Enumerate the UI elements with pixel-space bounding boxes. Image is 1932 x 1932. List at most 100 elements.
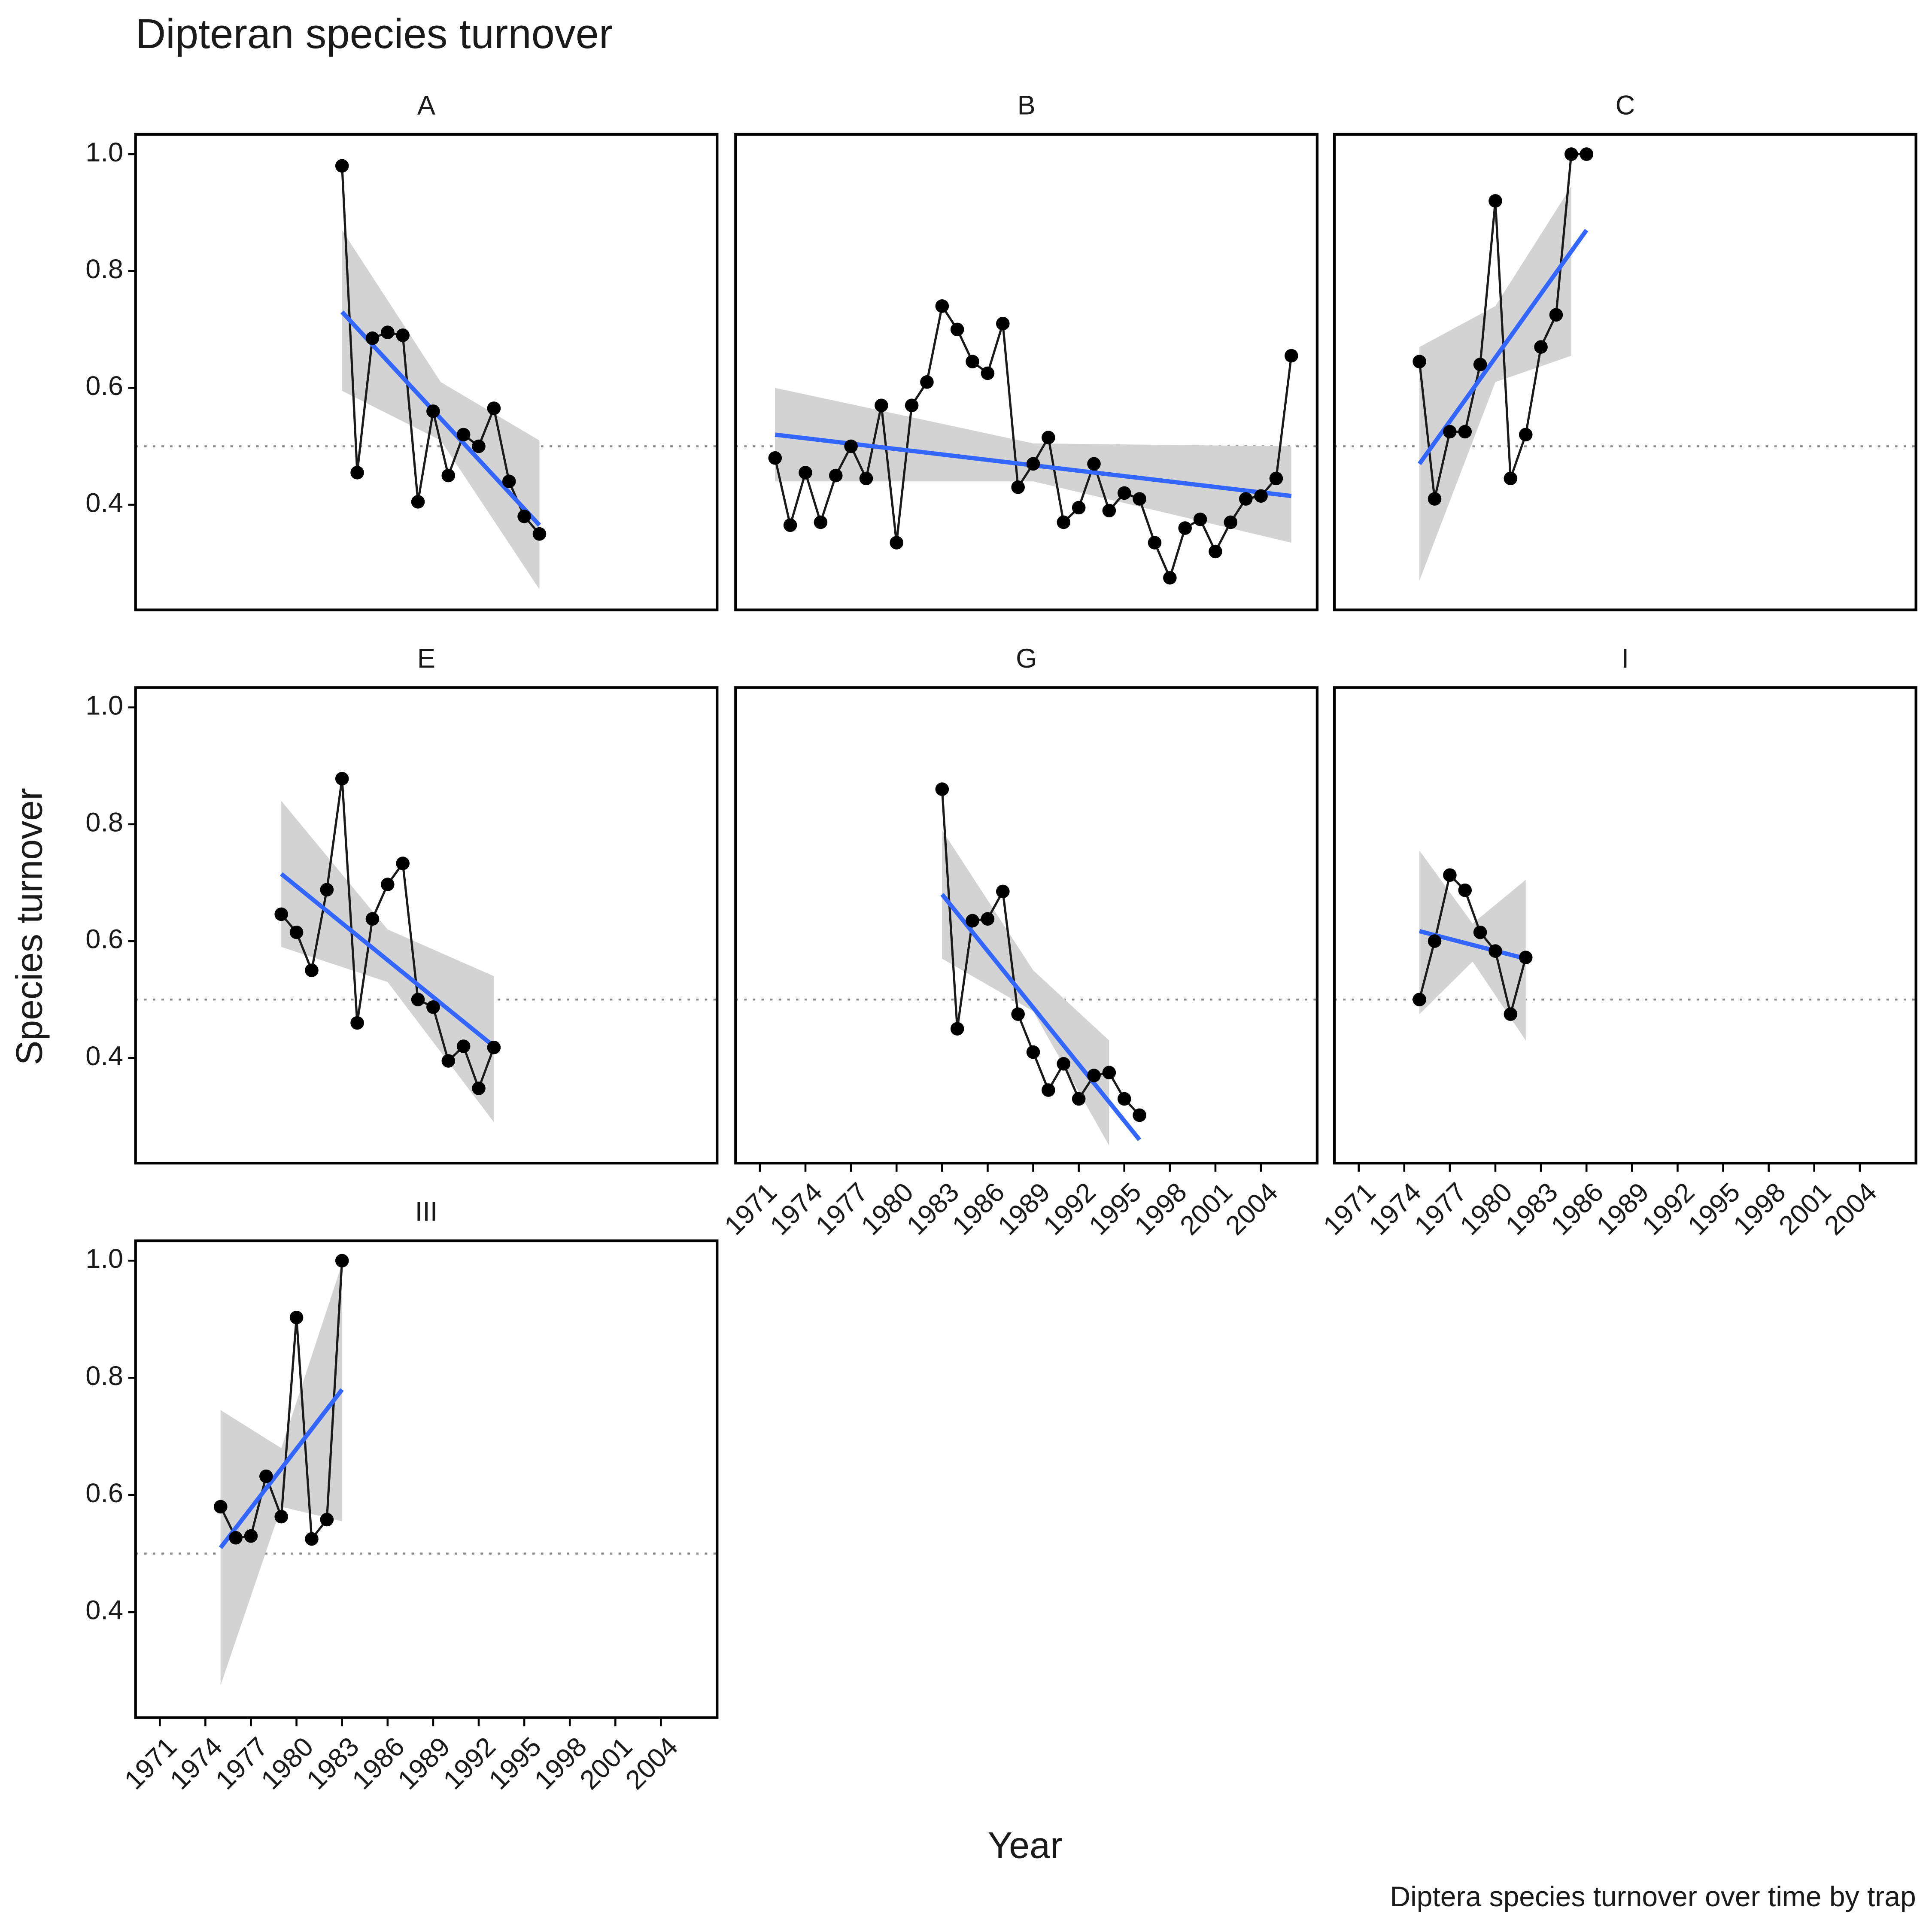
trend-line: [940, 893, 1142, 1141]
panel-title: III: [415, 1197, 438, 1227]
data-point: [335, 772, 349, 786]
confidence-band: [342, 230, 540, 589]
data-point: [950, 322, 964, 337]
y-tick-label: 1.0: [85, 1244, 123, 1274]
data-point: [996, 884, 1010, 899]
data-point: [244, 1529, 258, 1543]
data-point: [966, 914, 979, 928]
data-point: [1285, 349, 1298, 363]
data-point: [935, 299, 949, 313]
x-tick-label: 2004: [1819, 1177, 1883, 1241]
data-point: [305, 1532, 319, 1546]
panel-border: [734, 686, 1319, 1165]
data-point: [1087, 457, 1101, 471]
data-point: [472, 439, 486, 453]
data-point: [456, 428, 471, 442]
data-point: [1011, 1007, 1025, 1021]
data-point: [456, 1039, 471, 1053]
y-tick-label: 0.4: [85, 1595, 123, 1625]
x-tick-label: 1983: [1500, 1177, 1564, 1241]
data-point: [289, 925, 304, 939]
panel: III0.40.60.81.01971197419771980198319861…: [85, 1197, 719, 1795]
panel: C: [1333, 90, 1917, 611]
data-point: [1428, 492, 1442, 506]
data-point: [274, 1510, 289, 1524]
data-point: [320, 883, 334, 897]
data-point: [1458, 883, 1472, 897]
data-point: [1178, 521, 1192, 535]
data-point: [426, 1000, 440, 1014]
panel: G 197119741977198019831986198919921995199…: [719, 644, 1319, 1241]
data-point: [1564, 147, 1578, 161]
data-point: [1057, 1057, 1071, 1071]
data-point: [1042, 431, 1055, 444]
x-tick-label: 1980: [1454, 1177, 1518, 1241]
data-point: [1254, 489, 1268, 503]
data-point: [905, 398, 919, 413]
x-tick-label: 1995: [1682, 1177, 1746, 1241]
x-tick-label: 1989: [1591, 1177, 1655, 1241]
x-tick-label: 1998: [1728, 1177, 1792, 1241]
panel-border: [1333, 133, 1917, 611]
y-tick-label: 0.4: [85, 488, 123, 518]
data-point: [1458, 425, 1472, 439]
data-point: [1269, 471, 1283, 486]
data-point: [1117, 486, 1131, 500]
panel-border: [134, 686, 719, 1165]
data-point: [1488, 194, 1502, 208]
data-point: [259, 1469, 273, 1483]
data-point: [305, 963, 319, 977]
x-tick-label: 1977: [810, 1177, 874, 1241]
data-point: [1102, 1066, 1116, 1080]
data-point: [844, 439, 858, 453]
panel-title: G: [1016, 644, 1037, 674]
data-point: [1072, 501, 1086, 515]
x-tick-label: 1971: [119, 1732, 183, 1795]
data-point: [1413, 993, 1426, 1006]
panel: B: [734, 90, 1319, 611]
x-tick-label: 1992: [1038, 1177, 1102, 1241]
data-point: [1042, 1083, 1055, 1097]
data-point: [814, 515, 828, 529]
data-point: [1133, 492, 1146, 506]
y-axis-label: Species turnover: [9, 788, 50, 1065]
x-tick-label: 2004: [1220, 1177, 1284, 1241]
x-tick-label: 1974: [1363, 1177, 1427, 1241]
x-tick-label: 1998: [529, 1732, 592, 1795]
data-point: [890, 536, 904, 550]
trend-line: [280, 872, 495, 1048]
data-point: [381, 325, 395, 339]
x-axis-label: Year: [988, 1825, 1063, 1866]
data-point: [1026, 457, 1040, 471]
confidence-band: [1419, 186, 1571, 581]
data-point: [920, 375, 934, 389]
y-tick-label: 0.8: [85, 1361, 123, 1391]
data-point: [517, 510, 531, 523]
panel-border: [134, 1239, 719, 1719]
data-point: [472, 1081, 486, 1095]
data-point: [1534, 340, 1548, 354]
panel: E 0.4 0.6 0.8 1.0: [85, 644, 719, 1165]
data-point: [1026, 1045, 1040, 1059]
data-point: [1163, 571, 1177, 585]
data-point: [350, 1016, 364, 1030]
trend-line: [340, 310, 541, 527]
y-tick-label: 0.6: [85, 924, 123, 954]
x-tick-label: 2001: [1773, 1177, 1837, 1241]
data-point: [274, 907, 289, 921]
panel-border: [1333, 686, 1917, 1165]
series-line: [1418, 873, 1527, 1015]
x-tick-label: 1989: [392, 1732, 456, 1795]
x-tick-label: 1977: [210, 1732, 274, 1795]
x-tick-label: 1998: [1129, 1177, 1193, 1241]
data-point: [1443, 868, 1457, 882]
data-point: [1193, 512, 1207, 526]
panel-title: E: [417, 644, 435, 674]
data-point: [487, 1040, 501, 1054]
panel-border: [134, 133, 719, 611]
data-point: [966, 355, 979, 368]
data-point: [335, 1254, 349, 1268]
x-tick-label: 1986: [346, 1732, 410, 1795]
x-tick-label: 1983: [301, 1732, 365, 1795]
panel: I 197119741977198019831986198919921995199…: [1318, 644, 1917, 1241]
